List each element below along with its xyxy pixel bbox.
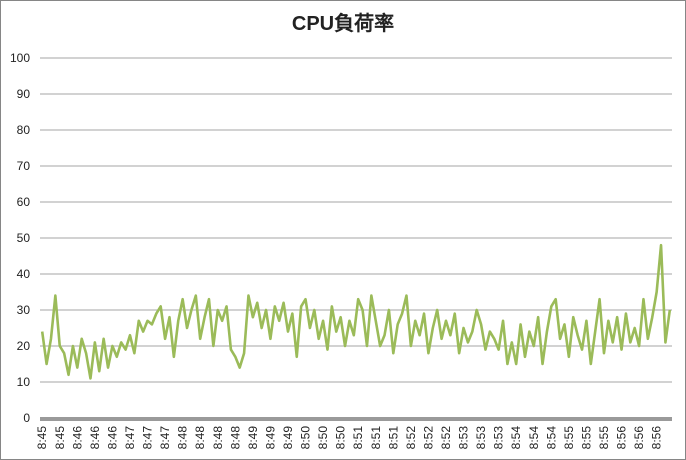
x-tick-label: 8:48 (176, 426, 190, 450)
x-tick-label: 8:56 (615, 426, 629, 450)
x-tick-label: 8:53 (457, 426, 471, 450)
x-tick-label: 8:55 (597, 426, 611, 450)
x-tick-label: 8:46 (105, 426, 119, 450)
x-tick-label: 8:47 (141, 426, 155, 450)
y-tick-label: 30 (17, 303, 31, 317)
x-tick-label: 8:46 (88, 426, 102, 450)
x-tick-label: 8:49 (281, 426, 295, 450)
x-tick-label: 8:46 (70, 426, 84, 450)
y-tick-label: 20 (17, 339, 31, 353)
x-tick-label: 8:54 (509, 426, 523, 450)
y-tick-label: 90 (17, 87, 31, 101)
x-tick-label: 8:51 (351, 426, 365, 450)
x-tick-label: 8:56 (632, 426, 646, 450)
x-tick-label: 8:49 (246, 426, 260, 450)
y-tick-label: 10 (17, 375, 31, 389)
x-tick-label: 8:49 (263, 426, 277, 450)
x-tick-label: 8:53 (474, 426, 488, 450)
x-tick-label: 8:47 (123, 426, 137, 450)
x-tick-label: 8:51 (386, 426, 400, 450)
y-tick-label: 60 (17, 195, 31, 209)
y-tick-label: 100 (10, 51, 30, 65)
y-tick-label: 40 (17, 267, 31, 281)
x-tick-label: 8:47 (158, 426, 172, 450)
x-tick-label: 8:50 (334, 426, 348, 450)
x-axis (40, 417, 672, 421)
x-tick-label: 8:48 (228, 426, 242, 450)
x-tick-label: 8:52 (439, 426, 453, 450)
y-tick-label: 80 (17, 123, 31, 137)
x-tick-label: 8:54 (527, 426, 541, 450)
x-tick-label: 8:52 (404, 426, 418, 450)
x-tick-label: 8:54 (544, 426, 558, 450)
x-tick-label: 8:51 (369, 426, 383, 450)
x-tick-label: 8:48 (211, 426, 225, 450)
x-tick-label: 8:45 (53, 426, 67, 450)
data-line (40, 243, 672, 380)
x-tick-label: 8:53 (492, 426, 506, 450)
x-tick-label: 8:56 (650, 426, 664, 450)
x-tick-label: 8:48 (193, 426, 207, 450)
x-tick-label: 8:55 (562, 426, 576, 450)
x-tick-label: 8:52 (421, 426, 435, 450)
x-tick-label: 8:45 (35, 426, 49, 450)
x-tick-label: 8:55 (579, 426, 593, 450)
chart-title: CPU負荷率 (292, 11, 394, 35)
y-tick-label: 0 (23, 411, 30, 425)
y-tick-label: 70 (17, 159, 31, 173)
y-tick-label: 50 (17, 231, 31, 245)
x-tick-label: 8:50 (299, 426, 313, 450)
x-tick-label: 8:50 (316, 426, 330, 450)
